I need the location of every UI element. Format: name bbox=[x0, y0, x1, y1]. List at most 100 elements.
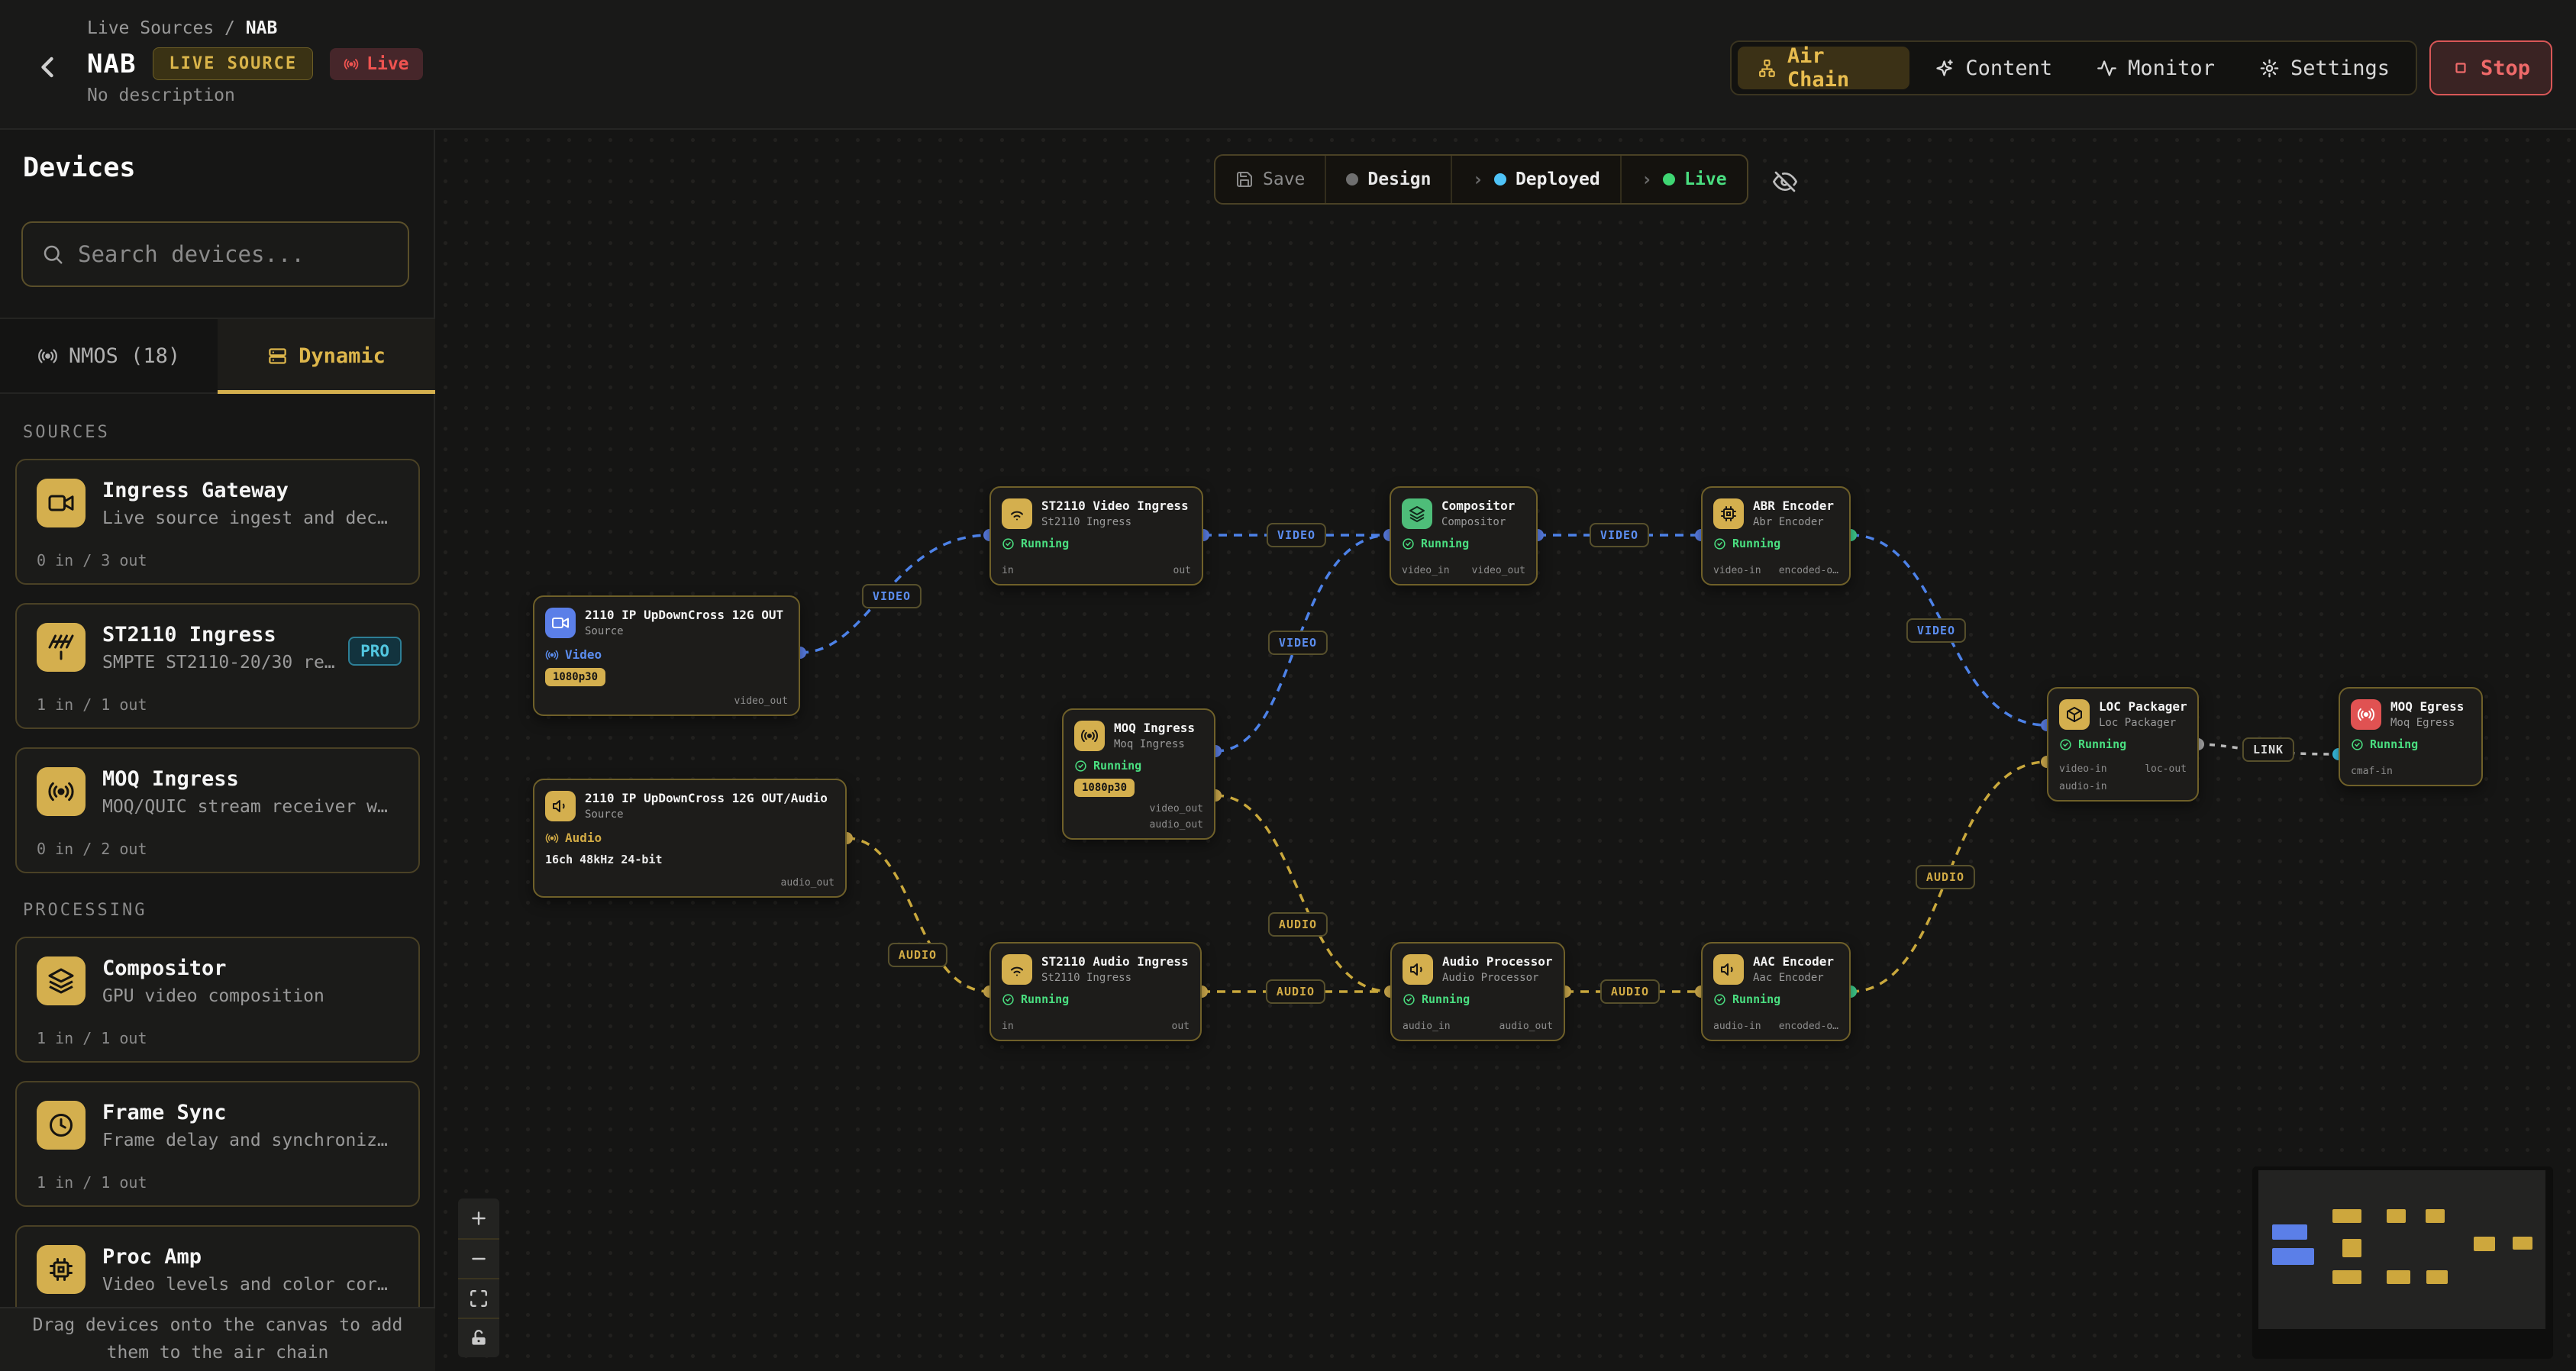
node-subtitle: Abr Encoder bbox=[1753, 516, 1824, 528]
stop-button[interactable]: Stop bbox=[2429, 40, 2552, 95]
zoom-out-button[interactable] bbox=[458, 1238, 499, 1278]
port-label[interactable]: out bbox=[1171, 1021, 1190, 1032]
port-label[interactable]: audio-in bbox=[1713, 1021, 1761, 1032]
device-card-proc-amp[interactable]: Proc Amp Video levels and color cor… 1 i… bbox=[15, 1225, 420, 1308]
resolution-badge: 1080p30 bbox=[545, 668, 606, 686]
lock-toggle-button[interactable] bbox=[458, 1318, 499, 1357]
check-circle-icon bbox=[1714, 993, 1725, 1005]
minimap-node bbox=[2387, 1209, 2406, 1223]
save-button[interactable]: Save bbox=[1215, 156, 1325, 203]
device-title: MOQ Ingress bbox=[102, 767, 239, 791]
device-desc: Frame delay and synchroniz… bbox=[102, 1131, 388, 1150]
check-circle-icon bbox=[1075, 760, 1086, 772]
device-card-moq-ingress[interactable]: MOQ Ingress MOQ/QUIC stream receiver w… … bbox=[15, 747, 420, 873]
device-card-st2110-ingress[interactable]: ST2110 Ingress SMPTE ST2110-20/30 re… PR… bbox=[15, 603, 420, 729]
edge-label-link: LINK bbox=[2242, 737, 2295, 762]
hide-overlay-button[interactable] bbox=[1765, 162, 1805, 202]
port-label[interactable]: in bbox=[1002, 565, 1014, 576]
sidebar-tab-nmos[interactable]: NMOS (18) bbox=[0, 319, 218, 392]
node-subtitle: Moq Egress bbox=[2390, 717, 2455, 729]
clock-icon bbox=[37, 1101, 86, 1150]
node-abr-encoder[interactable]: ABR Encoder Abr Encoder Running video-in… bbox=[1701, 486, 1851, 585]
workflow-icon bbox=[1759, 59, 1775, 77]
tab-air-chain[interactable]: Air Chain bbox=[1738, 44, 1910, 92]
port-label[interactable]: video_out bbox=[1471, 565, 1525, 576]
port-label[interactable]: video_out bbox=[734, 695, 788, 707]
stage-live[interactable]: › Live bbox=[1619, 156, 1747, 203]
node-moq-ingress[interactable]: MOQ Ingress Moq Ingress Running 1080p30 … bbox=[1062, 708, 1215, 840]
minimap-node bbox=[2332, 1270, 2361, 1284]
edge-label-video: VIDEO bbox=[1589, 523, 1650, 547]
node-moq-egress[interactable]: MOQ Egress Moq Egress Running cmaf-in bbox=[2339, 687, 2483, 786]
fit-view-button[interactable] bbox=[458, 1278, 499, 1318]
page-title: NAB bbox=[87, 48, 137, 79]
status-label: Running bbox=[1021, 537, 1070, 550]
device-list[interactable]: SOURCES Ingress Gateway Live source inge… bbox=[0, 395, 435, 1308]
tab-content[interactable]: Content bbox=[1914, 47, 2072, 89]
status-label: Running bbox=[1732, 992, 1781, 1006]
device-search[interactable] bbox=[21, 221, 409, 287]
device-desc: Live source ingest and dec… bbox=[102, 508, 388, 528]
stop-square-icon bbox=[2455, 63, 2466, 73]
chevron-left-icon bbox=[41, 56, 53, 78]
status-label: Running bbox=[2370, 737, 2419, 751]
stage-deployed[interactable]: › Deployed bbox=[1451, 156, 1619, 203]
port-label[interactable]: audio-in bbox=[2059, 781, 2107, 792]
minimap-node bbox=[2342, 1239, 2361, 1257]
tab-monitor[interactable]: Monitor bbox=[2077, 47, 2235, 89]
breadcrumb-root[interactable]: Live Sources bbox=[87, 18, 215, 38]
node-2110-ip-updowncross-audio[interactable]: 2110 IP UpDownCross 12G OUT/Audio Source… bbox=[533, 779, 847, 898]
sidebar-tab-dynamic[interactable]: Dynamic bbox=[218, 319, 435, 394]
device-card-compositor[interactable]: Compositor GPU video composition 1 in / … bbox=[15, 937, 420, 1063]
port-label[interactable]: audio_in bbox=[1403, 1021, 1451, 1032]
node-st2110-audio-ingress[interactable]: ST2110 Audio Ingress St2110 Ingress Runn… bbox=[989, 942, 1202, 1041]
minimap[interactable] bbox=[2252, 1166, 2553, 1359]
port-label[interactable]: audio_out bbox=[1499, 1021, 1553, 1032]
tab-settings[interactable]: Settings bbox=[2239, 47, 2410, 89]
port-label[interactable]: out bbox=[1173, 565, 1191, 576]
port-label[interactable]: audio_out bbox=[1149, 819, 1203, 831]
port-label[interactable]: video-in bbox=[1713, 565, 1761, 576]
search-icon bbox=[44, 245, 63, 264]
device-desc: Video levels and color cor… bbox=[102, 1275, 388, 1295]
port-label[interactable]: video_in bbox=[1402, 565, 1450, 576]
device-card-ingress-gateway[interactable]: Ingress Gateway Live source ingest and d… bbox=[15, 459, 420, 585]
port-label[interactable]: loc-out bbox=[2145, 763, 2187, 775]
port-label[interactable]: in bbox=[1002, 1021, 1014, 1032]
node-audio-processor[interactable]: Audio Processor Audio Processor Running … bbox=[1390, 942, 1565, 1041]
port-label[interactable]: encoded-o… bbox=[1778, 1021, 1838, 1032]
check-circle-icon bbox=[1714, 537, 1725, 550]
search-input[interactable] bbox=[78, 241, 389, 267]
zoom-in-button[interactable] bbox=[458, 1198, 499, 1238]
device-title: Ingress Gateway bbox=[102, 479, 289, 502]
port-label[interactable]: audio_out bbox=[780, 877, 834, 889]
edge-label-video: VIDEO bbox=[1266, 523, 1327, 547]
device-card-frame-sync[interactable]: Frame Sync Frame delay and synchroniz… 1… bbox=[15, 1081, 420, 1207]
status-label: Running bbox=[1021, 992, 1070, 1006]
speaker-icon bbox=[1403, 954, 1433, 985]
pro-badge: PRO bbox=[348, 637, 402, 666]
node-compositor[interactable]: Compositor Compositor Running video_in vi… bbox=[1390, 486, 1538, 585]
back-button[interactable] bbox=[31, 50, 64, 84]
port-label[interactable]: video_out bbox=[1149, 803, 1203, 815]
stage-design[interactable]: Design bbox=[1325, 156, 1451, 203]
status-running: Running bbox=[1074, 759, 1203, 773]
status-running: Running bbox=[1402, 537, 1525, 550]
node-st2110-video-ingress[interactable]: ST2110 Video Ingress St2110 Ingress Runn… bbox=[989, 486, 1203, 585]
radio-icon bbox=[344, 58, 359, 69]
video-icon bbox=[545, 608, 576, 638]
node-subtitle: Source bbox=[585, 625, 624, 637]
check-circle-icon bbox=[2060, 738, 2071, 750]
port-label[interactable]: video-in bbox=[2059, 763, 2107, 775]
port-label[interactable]: encoded-o… bbox=[1778, 565, 1838, 576]
air-chain-canvas[interactable]: VIDEO VIDEO VIDEO VIDEO VIDEO AUDIO AUDI… bbox=[435, 130, 2576, 1371]
check-circle-icon bbox=[1403, 537, 1414, 550]
port-label[interactable]: cmaf-in bbox=[2351, 766, 2393, 777]
node-loc-packager[interactable]: LOC Packager Loc Packager Running video-… bbox=[2047, 687, 2199, 802]
minimap-node bbox=[2272, 1224, 2307, 1240]
unlock-icon bbox=[472, 1330, 486, 1345]
device-io: 1 in / 1 out bbox=[37, 1173, 147, 1192]
node-aac-encoder[interactable]: AAC Encoder Aac Encoder Running audio-in… bbox=[1701, 942, 1851, 1041]
server-icon bbox=[269, 347, 286, 364]
node-2110-ip-updowncross-video[interactable]: 2110 IP UpDownCross 12G OUT Source Video… bbox=[533, 595, 800, 716]
